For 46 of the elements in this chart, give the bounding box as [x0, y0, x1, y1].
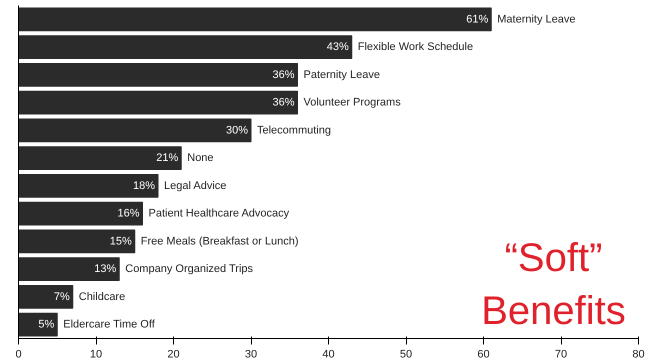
- data-label: 30%: [226, 124, 248, 136]
- y-tick-label: Patient Healthcare Advocacy: [148, 208, 290, 220]
- data-label: 18%: [132, 180, 156, 192]
- bar: [18, 257, 120, 282]
- y-tick-label: Telecommuting: [257, 124, 331, 136]
- data-label: 7%: [54, 290, 70, 303]
- y-tick-label: Maternity Leave: [497, 13, 576, 26]
- data-label: 21%: [156, 152, 178, 164]
- bar: [18, 90, 298, 115]
- y-tick-label: Volunteer Programs: [304, 96, 402, 109]
- data-label: 61%: [466, 13, 488, 26]
- data-label: 16%: [117, 208, 140, 220]
- x-tick-label: 30: [244, 348, 258, 360]
- bar: [18, 118, 252, 142]
- y-tick-label: Childcare: [78, 290, 126, 303]
- data-label: 13%: [94, 263, 116, 276]
- y-tick-label: Company Organized Trips: [125, 263, 254, 276]
- bar: [18, 35, 352, 59]
- data-label: 43%: [326, 41, 349, 54]
- bar: [18, 229, 136, 254]
- x-tick-label: 50: [400, 348, 412, 360]
- x-tick-label: 20: [167, 348, 180, 360]
- bar: [18, 174, 158, 198]
- x-tick-label: 80: [632, 348, 645, 360]
- y-tick-label: None: [187, 152, 214, 164]
- x-tick-label: 60: [477, 348, 490, 360]
- bar: [18, 312, 58, 337]
- data-label: 15%: [110, 235, 132, 248]
- y-tick-label: Paternity Leave: [304, 68, 380, 81]
- bar: [18, 146, 182, 170]
- bar: [18, 63, 298, 87]
- x-tick-label: 10: [90, 348, 102, 360]
- bar: [18, 202, 143, 226]
- x-tick-label: 40: [322, 348, 335, 360]
- text: “Soft” Benefits: [481, 236, 626, 333]
- x-tick-label: 70: [554, 348, 568, 360]
- y-tick-label: Free Meals (Breakfast or Lunch): [140, 235, 298, 248]
- data-label: 36%: [272, 68, 295, 81]
- data-label: 5%: [38, 318, 54, 331]
- bar: [18, 8, 492, 32]
- y-tick-label: Eldercare Time Off: [63, 318, 156, 331]
- bar: [18, 284, 74, 309]
- x-tick-label: 0: [15, 348, 22, 360]
- y-tick-label: Legal Advice: [164, 180, 226, 192]
- y-tick-label: Flexible Work Schedule: [358, 41, 474, 54]
- data-label: 36%: [272, 96, 295, 109]
